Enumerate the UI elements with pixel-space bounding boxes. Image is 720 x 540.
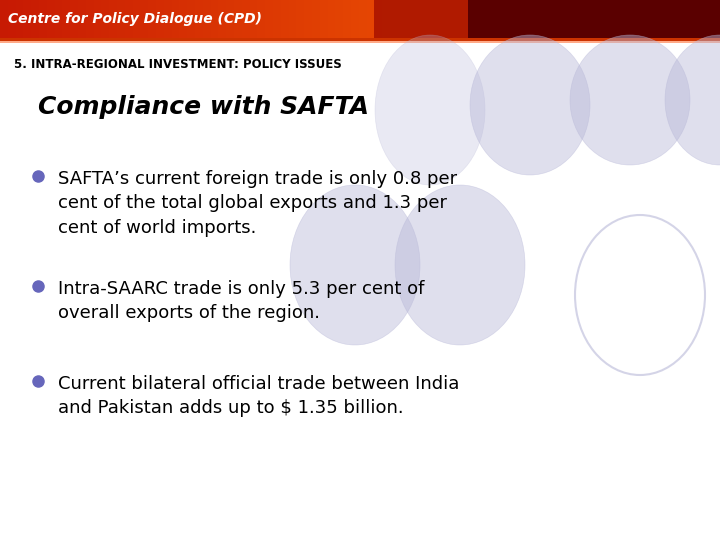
Bar bbox=[397, 0, 405, 38]
Bar bbox=[179, 0, 187, 38]
Bar bbox=[336, 0, 343, 38]
Ellipse shape bbox=[570, 35, 690, 165]
Bar bbox=[210, 0, 218, 38]
Bar bbox=[39, 0, 47, 38]
Bar bbox=[0, 0, 8, 38]
Bar bbox=[156, 0, 163, 38]
Bar bbox=[125, 0, 132, 38]
Bar bbox=[163, 0, 171, 38]
Bar bbox=[102, 0, 109, 38]
Text: Centre for Policy Dialogue (CPD): Centre for Policy Dialogue (CPD) bbox=[8, 12, 262, 26]
Bar bbox=[320, 0, 328, 38]
Bar bbox=[132, 0, 140, 38]
Bar bbox=[359, 0, 366, 38]
Bar bbox=[195, 0, 203, 38]
Text: Compliance with SAFTA: Compliance with SAFTA bbox=[38, 95, 369, 119]
Bar bbox=[109, 0, 117, 38]
Bar bbox=[437, 0, 445, 38]
Bar bbox=[468, 0, 720, 38]
Bar bbox=[23, 0, 31, 38]
Bar bbox=[242, 0, 250, 38]
Bar bbox=[328, 0, 336, 38]
Bar bbox=[374, 0, 468, 38]
Bar bbox=[265, 0, 273, 38]
Bar bbox=[218, 0, 226, 38]
Bar bbox=[413, 0, 421, 38]
Bar bbox=[250, 0, 258, 38]
Bar bbox=[452, 0, 460, 38]
Ellipse shape bbox=[665, 35, 720, 165]
Bar bbox=[273, 0, 281, 38]
Ellipse shape bbox=[375, 35, 485, 185]
Bar bbox=[16, 0, 23, 38]
Bar bbox=[187, 0, 195, 38]
Text: 5. INTRA-REGIONAL INVESTMENT: POLICY ISSUES: 5. INTRA-REGIONAL INVESTMENT: POLICY ISS… bbox=[14, 58, 342, 71]
Bar bbox=[31, 0, 39, 38]
Text: SAFTA’s current foreign trade is only 0.8 per
cent of the total global exports a: SAFTA’s current foreign trade is only 0.… bbox=[58, 170, 457, 237]
Bar bbox=[226, 0, 234, 38]
Bar bbox=[289, 0, 297, 38]
Text: Current bilateral official trade between India
and Pakistan adds up to $ 1.35 bi: Current bilateral official trade between… bbox=[58, 375, 459, 417]
Bar bbox=[374, 0, 382, 38]
Bar bbox=[71, 0, 78, 38]
Bar bbox=[94, 0, 102, 38]
Bar bbox=[171, 0, 179, 38]
Bar bbox=[234, 0, 242, 38]
Bar bbox=[297, 0, 304, 38]
Bar bbox=[0, 43, 720, 45]
Bar bbox=[203, 0, 210, 38]
Bar bbox=[140, 0, 148, 38]
Bar bbox=[304, 0, 312, 38]
Text: Intra-SAARC trade is only 5.3 per cent of
overall exports of the region.: Intra-SAARC trade is only 5.3 per cent o… bbox=[58, 280, 424, 322]
Bar bbox=[343, 0, 351, 38]
Ellipse shape bbox=[470, 35, 590, 175]
Ellipse shape bbox=[395, 185, 525, 345]
Bar bbox=[0, 41, 720, 43]
Bar bbox=[0, 38, 720, 41]
Bar bbox=[366, 0, 374, 38]
Bar bbox=[55, 0, 63, 38]
Ellipse shape bbox=[290, 185, 420, 345]
Bar bbox=[47, 0, 55, 38]
Bar bbox=[78, 0, 86, 38]
Bar bbox=[281, 0, 289, 38]
Bar bbox=[421, 0, 429, 38]
Bar bbox=[312, 0, 320, 38]
Bar bbox=[63, 0, 71, 38]
Bar bbox=[117, 0, 125, 38]
Bar bbox=[382, 0, 390, 38]
Bar bbox=[8, 0, 16, 38]
Bar bbox=[258, 0, 265, 38]
Bar bbox=[405, 0, 413, 38]
Bar bbox=[460, 0, 468, 38]
Bar bbox=[86, 0, 94, 38]
Bar bbox=[445, 0, 452, 38]
Bar bbox=[351, 0, 359, 38]
Bar bbox=[148, 0, 156, 38]
Bar bbox=[429, 0, 437, 38]
Bar bbox=[390, 0, 397, 38]
